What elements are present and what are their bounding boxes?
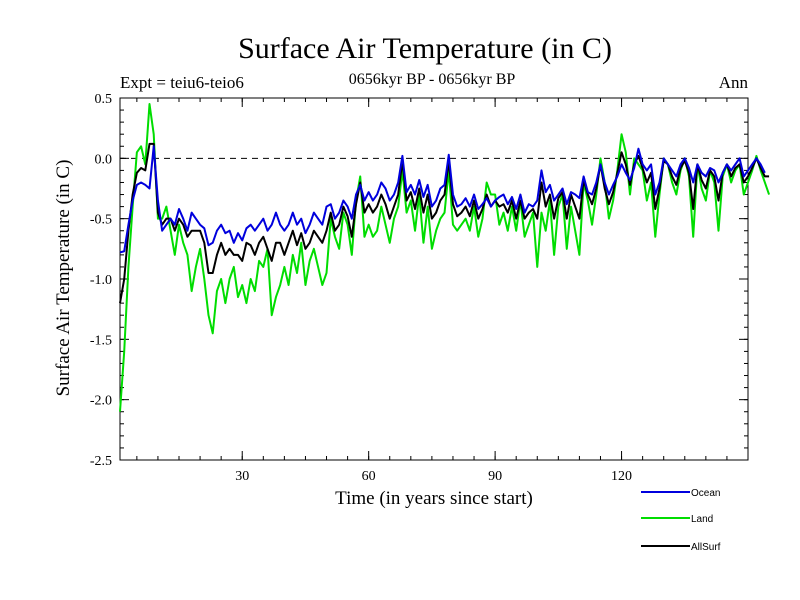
x-tick-label: 30 (235, 469, 249, 484)
y-tick-label: -0.5 (90, 213, 112, 228)
series-line-land (119, 103, 771, 412)
series-line-allsurf (119, 142, 770, 304)
y-tick-label: -1.0 (90, 273, 112, 288)
chart-subtitle: 0656kyr BP - 0656kyr BP (349, 71, 516, 88)
legend-label-land: Land (691, 514, 713, 525)
series-line-ocean (119, 145, 766, 254)
chart-title: Surface Air Temperature (in C) (238, 32, 612, 65)
y-tick-label: -2.0 (90, 394, 112, 409)
legend-label-ocean: Ocean (691, 488, 720, 499)
y-axis-label: Surface Air Temperature (in C) (53, 160, 74, 397)
plot-frame (119, 97, 749, 461)
y-tick-label: -1.5 (90, 333, 112, 348)
y-tick-label: 0.0 (95, 152, 113, 167)
y-tick-label: 0.5 (95, 92, 113, 107)
plot-area: -2.5 -2.0 -1.5 -1.0 -0.5 0.0 0.5 30 60 90 120 (90, 92, 771, 484)
y-tick-label: -2.5 (90, 454, 112, 469)
x-tick-label: 60 (362, 469, 376, 484)
x-axis-label: Time (in years since start) (335, 488, 533, 509)
x-tick-label: 90 (488, 469, 502, 484)
period-label: Ann (719, 73, 749, 92)
experiment-label: Expt = teiu6-teio6 (120, 73, 244, 92)
legend-label-allsurf: AllSurf (691, 542, 721, 553)
legend: Ocean Land AllSurf (641, 488, 721, 553)
x-tick-label: 120 (611, 469, 632, 484)
